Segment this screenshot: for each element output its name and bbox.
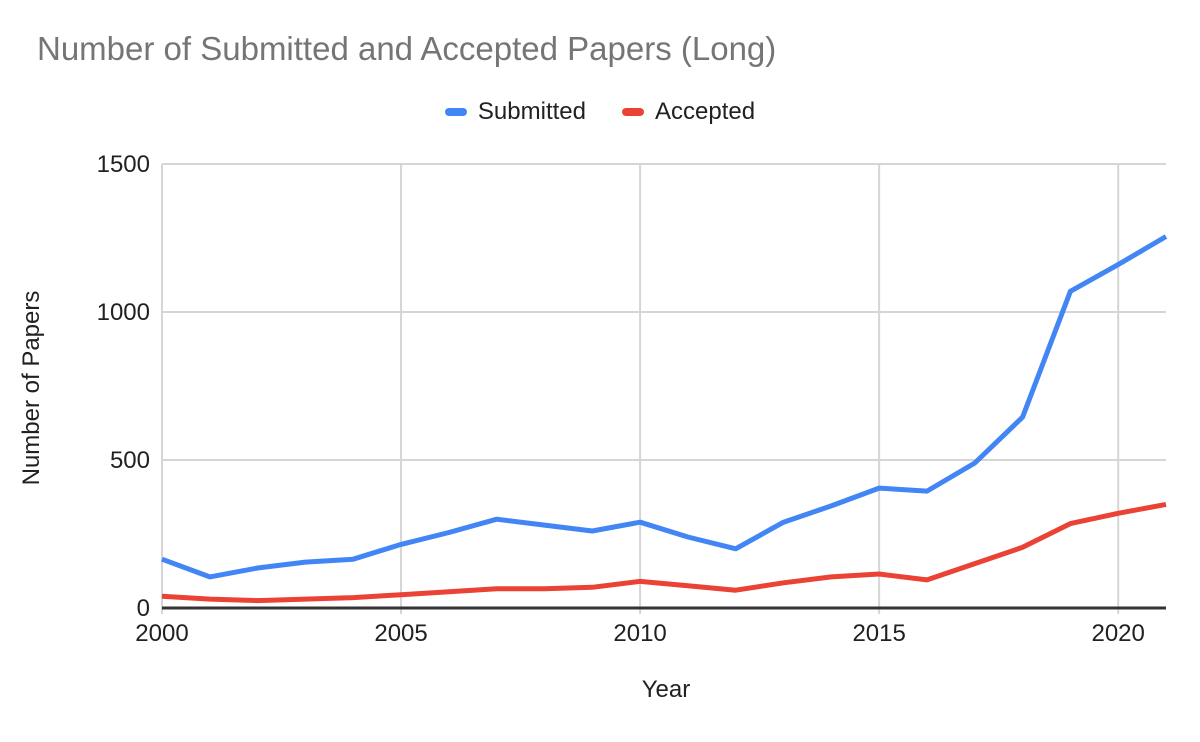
x-axis-title: Year (641, 676, 691, 703)
x-tick-label: 2010 (613, 620, 666, 647)
y-tick-label: 1500 (97, 151, 150, 178)
legend-label-accepted: Accepted (654, 98, 756, 125)
submitted-line (161, 234, 1168, 580)
accepted-series-swatch-icon (621, 108, 644, 116)
legend-label-submitted: Submitted (477, 98, 586, 125)
x-tick-label: 2005 (374, 620, 427, 647)
legend-item-accepted: Accepted (621, 98, 756, 126)
legend: Submitted Accepted (0, 96, 1200, 128)
legend-item-submitted: Submitted (444, 98, 586, 126)
y-tick-label: 1000 (97, 299, 150, 326)
y-tick-label: 0 (137, 595, 150, 622)
x-tick-label: 2020 (1091, 620, 1144, 647)
x-tick-label: 2000 (135, 620, 188, 647)
y-axis-title: Number of Papers (18, 290, 45, 486)
chart-title: Number of Submitted and Accepted Papers … (37, 30, 777, 67)
submitted-series-swatch-icon (444, 108, 467, 116)
y-tick-label: 500 (110, 447, 150, 474)
accepted-line (161, 501, 1167, 604)
x-tick-label: 2015 (852, 620, 905, 647)
